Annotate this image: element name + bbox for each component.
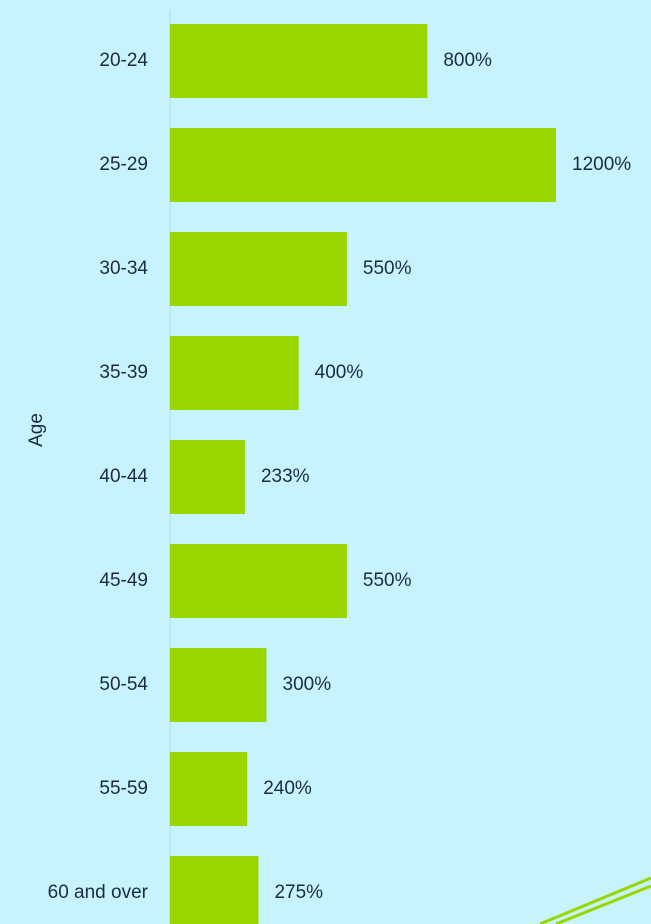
- y-axis-label: Age: [26, 413, 47, 447]
- bar: [170, 336, 299, 410]
- bar: [170, 24, 428, 98]
- y-tick-label: 55-59: [99, 778, 148, 799]
- data-label: 1200%: [572, 154, 631, 175]
- bar: [170, 232, 347, 306]
- bar: [170, 648, 267, 722]
- decoration: [539, 876, 651, 924]
- y-tick-label: 45-49: [99, 570, 148, 591]
- data-label: 400%: [315, 362, 364, 383]
- y-tick-label: 50-54: [99, 674, 148, 695]
- y-tick-label: 25-29: [99, 154, 148, 175]
- y-tick-label: 20-24: [99, 50, 148, 71]
- data-label: 275%: [274, 882, 323, 903]
- bar: [170, 544, 347, 618]
- y-tick-label: 35-39: [99, 362, 148, 383]
- data-label: 240%: [263, 778, 312, 799]
- y-tick-label: 60 and over: [48, 882, 149, 903]
- y-tick-label: 30-34: [99, 258, 148, 279]
- y-tick-label: 40-44: [99, 466, 148, 487]
- bar: [170, 440, 245, 514]
- data-label: 550%: [363, 570, 412, 591]
- data-label: 233%: [261, 466, 310, 487]
- data-label: 550%: [363, 258, 412, 279]
- data-label: 800%: [443, 50, 492, 71]
- bar: [170, 128, 556, 202]
- bar: [170, 752, 248, 826]
- data-label: 300%: [283, 674, 332, 695]
- bar: [170, 856, 259, 924]
